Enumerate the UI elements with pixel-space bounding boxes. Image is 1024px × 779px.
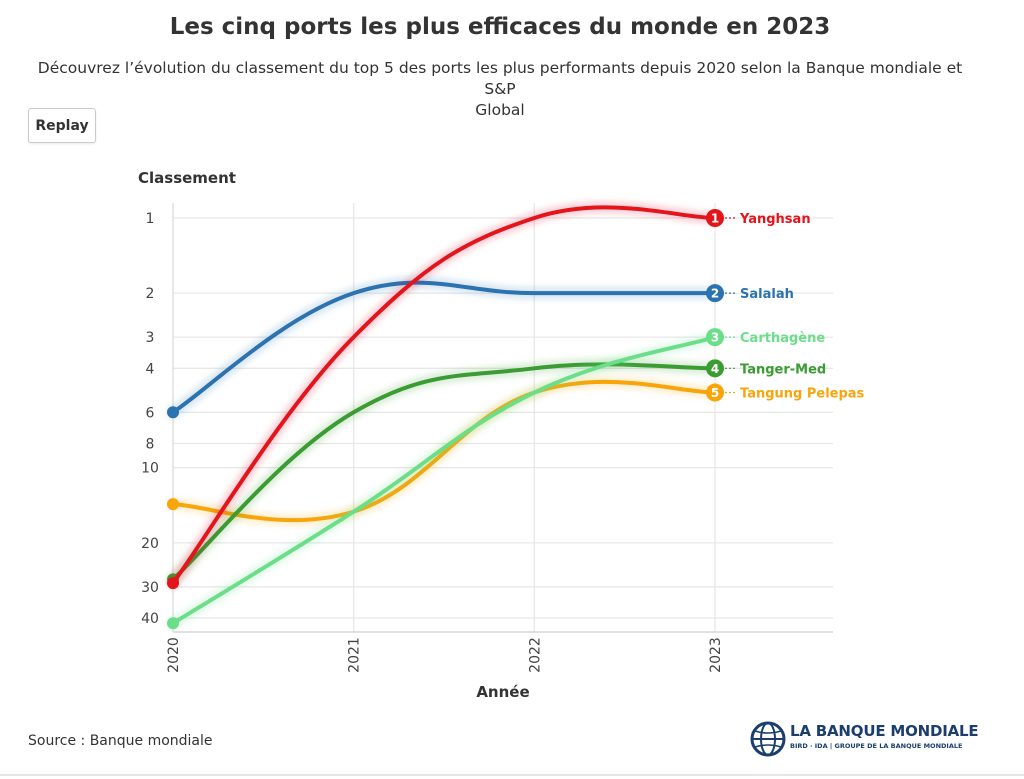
subtitle-line-2: Global	[475, 101, 525, 119]
series-salalah[interactable]	[167, 276, 721, 419]
series-end-label: 4 Tanger-Med	[706, 359, 826, 378]
logo-name: LA BANQUE MONDIALE	[790, 722, 979, 740]
chart-subtitle: Découvrez l’évolution du classement du t…	[20, 58, 980, 121]
series-end-label: 3 Carthagène	[706, 328, 825, 347]
series-labels: 5 Tangung Pelepas 4 Tanger-Med 3 Carthagène 2 S…	[706, 209, 865, 402]
y-tick-label: 1	[146, 211, 155, 227]
y-tick-label: 2	[146, 286, 155, 302]
y-tick-label: 8	[146, 436, 155, 452]
replay-button[interactable]: Replay	[28, 108, 96, 143]
rank-badge-number: 3	[711, 331, 719, 345]
rank-badge	[706, 383, 724, 402]
series-start-point[interactable]	[167, 498, 179, 511]
y-tick-label: 6	[146, 405, 155, 421]
rank-badge-number: 2	[711, 287, 719, 301]
series-name-label: Tanger-Med	[740, 362, 826, 377]
axes: 1 2 3 4 6 8 10 20 30 40 2020 2021 2022 2023 Classement…	[138, 169, 833, 701]
y-tick-label: 30	[141, 580, 159, 596]
series-name-label: Tangung Pelepas	[740, 387, 865, 402]
y-tick-label: 4	[146, 361, 155, 377]
series-line[interactable]	[171, 280, 717, 415]
series-line[interactable]	[171, 362, 717, 582]
series-end-label: 5 Tangung Pelepas	[706, 383, 865, 402]
x-axis-title: Année	[476, 683, 529, 701]
bottom-border	[0, 774, 1024, 776]
series-start-point[interactable]	[167, 617, 179, 630]
y-tick-label: 40	[141, 611, 159, 627]
source-note: Source : Banque mondiale	[28, 733, 213, 749]
x-tick-label: 2023	[708, 637, 724, 673]
world-bank-logo[interactable]: LA BANQUE MONDIALE BIRD · IDA | GROUPE D…	[750, 718, 980, 760]
rank-badge	[706, 328, 724, 347]
y-tick-label: 10	[141, 461, 159, 477]
x-tick-label: 2021	[347, 637, 363, 673]
rank-badge	[706, 359, 724, 378]
subtitle-line-1: Découvrez l’évolution du classement du t…	[37, 59, 963, 98]
series-end-label: 1 Yanghsan	[706, 209, 811, 227]
series-line[interactable]	[171, 335, 717, 626]
x-tick-label: 2020	[166, 637, 182, 673]
series-name-label: Carthagène	[740, 331, 825, 346]
series-yanghsan[interactable]	[167, 201, 721, 590]
rank-badge-number: 4	[711, 362, 719, 376]
rank-badge	[706, 284, 724, 303]
x-tick-label: 2022	[527, 637, 543, 673]
series-line[interactable]	[171, 205, 717, 586]
series-start-point[interactable]	[167, 577, 179, 590]
y-tick-label: 20	[141, 536, 159, 552]
rank-badge	[706, 209, 724, 227]
series-name-label: Salalah	[740, 287, 794, 302]
series-end-label: 2 Salalah	[706, 284, 794, 303]
series-glow	[167, 201, 721, 590]
chart-title: Les cinq ports les plus efficaces du mon…	[169, 14, 831, 40]
globe-icon	[750, 721, 786, 757]
rank-badge-number: 1	[711, 212, 719, 226]
series-start-point[interactable]	[167, 406, 179, 419]
series-carthagène[interactable]	[167, 331, 721, 630]
series-group	[167, 201, 721, 630]
logo-subtitle: BIRD · IDA | GROUPE DE LA BANQUE MONDIAL…	[790, 742, 963, 750]
y-axis-title: Classement	[138, 169, 236, 187]
series-name-label: Yanghsan	[739, 212, 811, 227]
rank-badge-number: 5	[711, 386, 719, 400]
y-tick-label: 3	[146, 330, 155, 346]
